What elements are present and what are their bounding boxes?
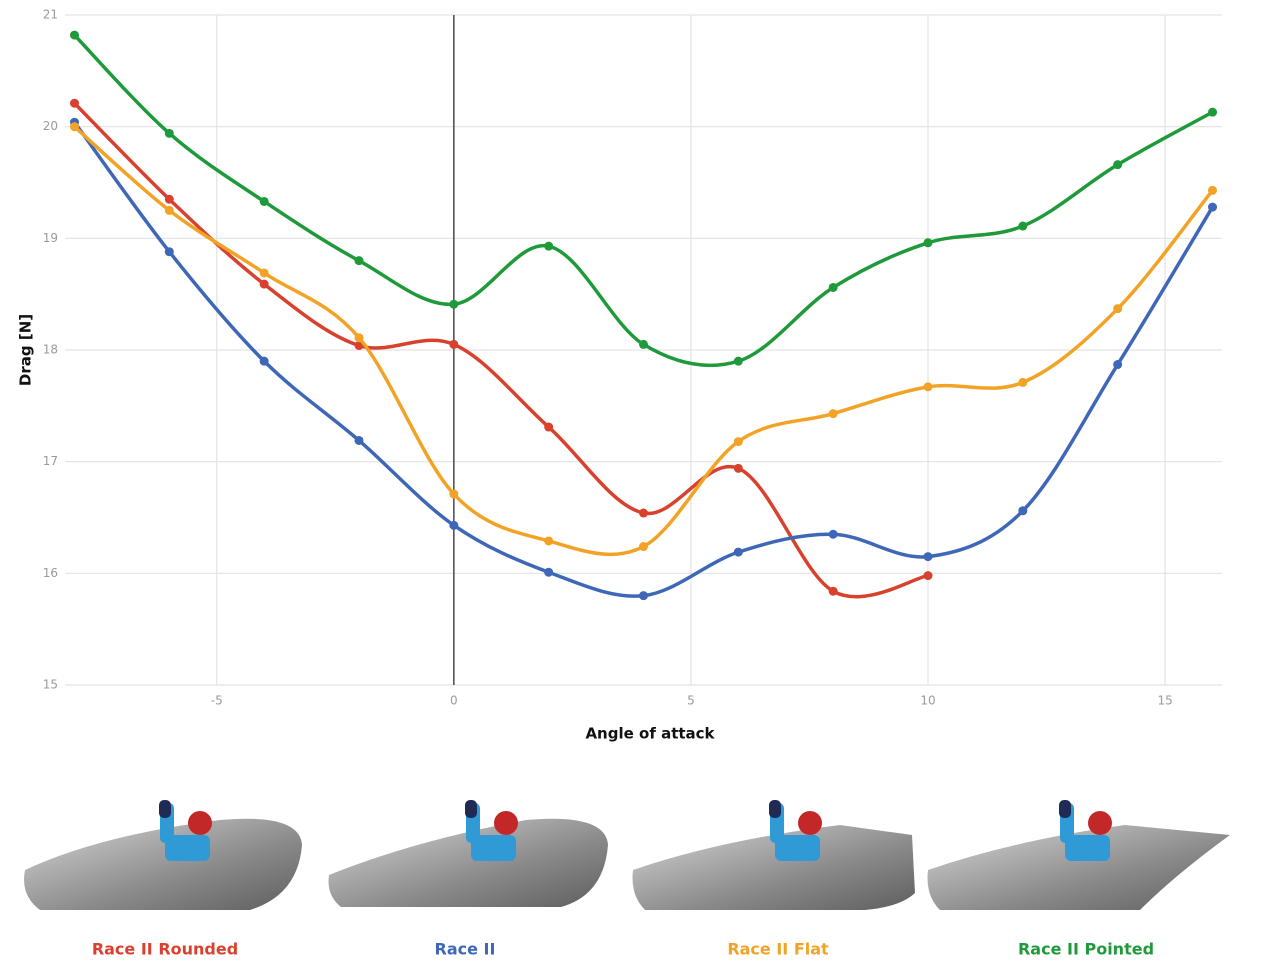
legend-label: Race II Flat	[727, 940, 829, 959]
data-point	[923, 571, 933, 581]
data-point	[923, 238, 933, 248]
data-point	[544, 567, 554, 577]
data-point	[164, 205, 174, 215]
data-point	[69, 98, 79, 108]
data-point	[544, 536, 554, 546]
data-point	[1208, 202, 1218, 212]
data-point	[923, 552, 933, 562]
plot-area: 15 16 17 18 19 20 21 -5 0 5 10 15	[43, 8, 1222, 708]
data-point	[69, 30, 79, 40]
legend-label: Race II	[435, 940, 496, 959]
data-point	[1113, 360, 1123, 370]
x-tick-label: 5	[687, 694, 695, 708]
data-point	[733, 463, 743, 473]
data-point	[259, 196, 269, 206]
data-point	[733, 547, 743, 557]
x-tick-label: -5	[211, 694, 223, 708]
data-point	[639, 542, 648, 552]
data-point	[1018, 506, 1028, 516]
data-point	[733, 356, 743, 366]
data-point	[828, 409, 838, 419]
data-point	[69, 122, 79, 132]
data-point	[449, 339, 459, 349]
data-point	[449, 489, 459, 499]
y-tick-label: 21	[43, 8, 58, 22]
data-point	[259, 268, 269, 278]
x-tick-label: 10	[920, 694, 935, 708]
y-tick-label: 15	[43, 678, 58, 692]
y-tick-label: 20	[43, 119, 58, 133]
bike-pointed	[927, 800, 1230, 910]
data-point	[1113, 160, 1123, 170]
y-axis-title: Drag [N]	[17, 314, 35, 386]
data-point	[354, 333, 364, 343]
data-point	[259, 356, 269, 366]
data-point	[259, 279, 269, 289]
data-point	[544, 422, 554, 432]
data-point	[544, 241, 554, 251]
data-point	[449, 299, 459, 309]
y-tick-label: 18	[43, 343, 58, 357]
data-point	[1208, 185, 1218, 195]
data-point	[639, 591, 648, 601]
x-tick-label: 0	[450, 694, 458, 708]
data-point	[164, 247, 174, 257]
illustrations	[24, 800, 1230, 910]
data-point	[354, 341, 364, 351]
data-point	[923, 382, 933, 392]
bike-race-ii	[328, 800, 608, 907]
data-point	[354, 256, 364, 266]
data-point	[1113, 304, 1123, 314]
data-point	[828, 586, 838, 596]
y-tick-label: 17	[43, 454, 58, 468]
data-point	[1208, 107, 1218, 117]
data-point	[828, 282, 838, 292]
series-line	[73, 121, 1215, 598]
legend-label: Race II Rounded	[92, 940, 238, 959]
data-point	[828, 529, 838, 539]
data-point	[733, 437, 743, 447]
data-point	[639, 339, 648, 349]
legend: Race II Rounded Race II Race II Flat Race I…	[92, 940, 1154, 959]
y-tick-label: 19	[43, 231, 58, 245]
x-axis-title: Angle of attack	[585, 725, 715, 743]
data-point	[164, 128, 174, 138]
data-point	[354, 435, 364, 445]
legend-label: Race II Pointed	[1018, 940, 1154, 959]
data-point	[639, 508, 648, 518]
data-point	[1018, 377, 1028, 387]
x-tick-label: 15	[1157, 694, 1172, 708]
y-tick-label: 16	[43, 566, 58, 580]
series-line	[73, 33, 1214, 368]
bike-rounded	[24, 800, 302, 910]
data-point	[1018, 221, 1028, 231]
data-point	[164, 194, 174, 204]
bike-flat	[632, 800, 915, 910]
data-point	[449, 520, 459, 530]
